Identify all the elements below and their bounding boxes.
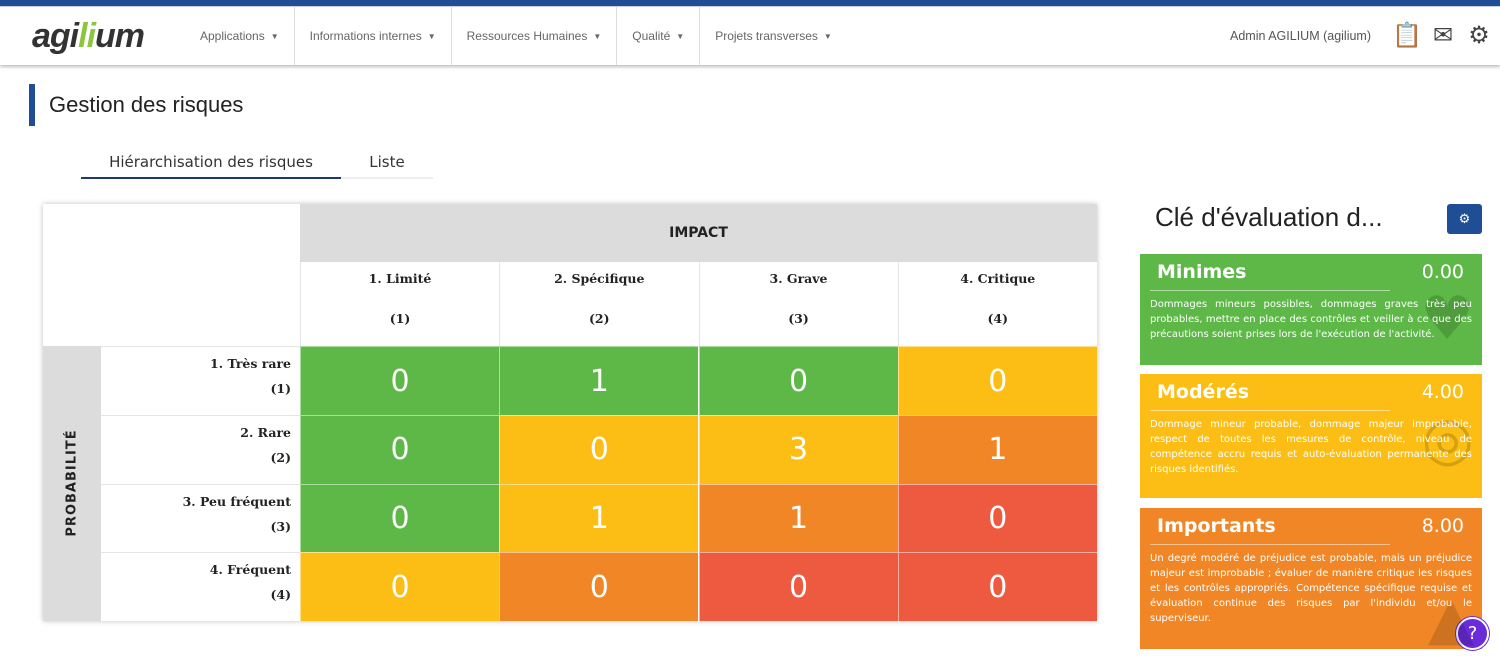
key-title: Clé d'évaluation d... [1155, 202, 1383, 232]
heart-icon: ♥ [1420, 284, 1474, 354]
key-settings-button[interactable]: ⚙ [1447, 204, 1482, 234]
card-header: Modérés 4.00 [1150, 374, 1472, 410]
target-icon: ◎ [1421, 404, 1474, 474]
logo[interactable]: agilium [32, 17, 145, 55]
menu-projets-transverses[interactable]: Projets transverses ▼ [700, 7, 847, 65]
impact-header: IMPACT [300, 204, 1097, 262]
matrix-cell[interactable]: 0 [499, 414, 699, 484]
caret-down-icon: ▼ [823, 31, 832, 41]
matrix-cell[interactable]: 3 [698, 414, 898, 484]
matrix-cell[interactable]: 0 [698, 552, 898, 622]
risk-level-card: Minimes 0.00 Dommages mineurs possibles, d… [1140, 254, 1482, 365]
card-divider [1150, 544, 1390, 545]
tab-hierarchisation[interactable]: Hiérarchisation des risques [81, 148, 341, 179]
card-name: Minimes [1157, 261, 1247, 283]
matrix-cell[interactable]: 0 [499, 552, 699, 622]
row-label: 4. Fréquent [209, 562, 291, 578]
card-divider [1150, 290, 1390, 291]
matrix-cell[interactable]: 0 [300, 414, 499, 484]
card-description: Dommage mineur probable, dommage majeur … [1150, 419, 1472, 475]
row-label: 1. Très rare [210, 356, 291, 371]
column-code: (3) [788, 311, 809, 326]
row-code: (1) [270, 381, 291, 396]
card-header: Minimes 0.00 [1150, 254, 1472, 290]
row-code: (2) [270, 449, 291, 465]
column-code: (2) [588, 311, 610, 326]
risk-level-card: Importants 8.00 Un degré modéré de préjudi… [1140, 508, 1482, 649]
user-name[interactable]: Admin AGILIUM (agilium) [1230, 29, 1372, 43]
row-code: (3) [270, 518, 291, 534]
column-header: 3. Grave (3) [698, 262, 898, 346]
row-header: 4. Fréquent (4) [101, 552, 300, 621]
matrix-cell[interactable]: 1 [698, 483, 898, 553]
card-name: Importants [1157, 515, 1276, 537]
caret-down-icon: ▼ [593, 31, 602, 41]
matrix-cell[interactable]: 0 [897, 483, 1097, 553]
risk-matrix: IMPACT PROBABILITÉ 1. Limité (1) 2. Spécif… [43, 204, 1097, 622]
row-label: 2. Rare [240, 424, 291, 440]
row-header: 1. Très rare (1) [101, 346, 300, 415]
column-header: 1. Limité (1) [300, 262, 499, 346]
mail-icon[interactable]: ✉ [1432, 21, 1454, 49]
menu-ressources-humaines[interactable]: Ressources Humaines ▼ [452, 7, 618, 65]
column-label: 1. Limité [368, 271, 432, 286]
probability-label: PROBABILITÉ [64, 429, 80, 537]
column-header: 2. Spécifique (2) [499, 262, 698, 346]
main-menu: Applications ▼ Informations internes ▼ Res… [185, 7, 847, 65]
menu-informations-internes[interactable]: Informations internes ▼ [295, 7, 452, 65]
row-header: 3. Peu fréquent (3) [101, 483, 300, 553]
column-label: 4. Critique [960, 271, 1036, 286]
menu-label: Projets transverses [715, 29, 818, 43]
tabs: Hiérarchisation des risques Liste [81, 148, 433, 179]
menu-label: Ressources Humaines [466, 29, 588, 43]
menu-label: Qualité [632, 29, 671, 43]
column-header: 4. Critique (4) [897, 262, 1097, 346]
caret-down-icon: ▼ [427, 31, 436, 41]
column-label: 3. Grave [769, 271, 828, 286]
clipboard-icon[interactable]: 📋 [1392, 21, 1422, 49]
card-value: 8.00 [1421, 515, 1464, 537]
matrix-cell[interactable]: 0 [698, 346, 898, 415]
menu-qualite[interactable]: Qualité ▼ [617, 7, 701, 65]
card-description: Un degré modéré de préjudice est probabl… [1150, 553, 1472, 624]
matrix-cell[interactable]: 0 [300, 346, 499, 415]
matrix-cell[interactable]: 1 [897, 414, 1097, 484]
gear-icon[interactable]: ⚙ [1468, 21, 1490, 49]
card-value: 4.00 [1421, 381, 1464, 403]
menu-applications[interactable]: Applications ▼ [185, 7, 295, 65]
risk-level-card: Modérés 4.00 Dommage mineur probable, domm… [1140, 374, 1482, 498]
row-header: 2. Rare (2) [101, 414, 300, 484]
column-code: (1) [389, 311, 411, 326]
menu-label: Applications [200, 29, 265, 43]
probability-header: PROBABILITÉ [43, 346, 101, 621]
matrix-cell[interactable]: 0 [300, 483, 499, 553]
card-name: Modérés [1157, 381, 1250, 403]
question-icon: ? [1467, 623, 1478, 644]
caret-down-icon: ▼ [676, 31, 685, 41]
navbar: agilium Applications ▼ Informations inter… [0, 7, 1500, 65]
column-label: 2. Spécifique [554, 271, 645, 286]
page-title: Gestion des risques [29, 84, 243, 126]
tab-liste[interactable]: Liste [341, 148, 433, 179]
column-code: (4) [987, 311, 1009, 326]
matrix-cell[interactable]: 1 [499, 346, 699, 415]
card-value: 0.00 [1421, 261, 1464, 283]
top-accent-bar [0, 0, 1500, 7]
caret-down-icon: ▼ [270, 31, 279, 41]
matrix-cell[interactable]: 0 [897, 552, 1097, 622]
matrix-cell[interactable]: 0 [897, 346, 1097, 415]
help-button[interactable]: ? [1456, 617, 1489, 650]
matrix-cell[interactable]: 1 [499, 483, 699, 553]
warning-icon: ▲ [1427, 583, 1474, 649]
card-description: Dommages mineurs possibles, dommages gra… [1150, 299, 1472, 340]
row-code: (4) [270, 587, 291, 603]
menu-label: Informations internes [309, 29, 422, 43]
card-divider [1150, 410, 1390, 411]
card-header: Importants 8.00 [1150, 508, 1472, 544]
matrix-cell[interactable]: 0 [300, 552, 499, 622]
row-label: 3. Peu fréquent [182, 493, 291, 509]
gear-icon: ⚙ [1458, 211, 1471, 227]
